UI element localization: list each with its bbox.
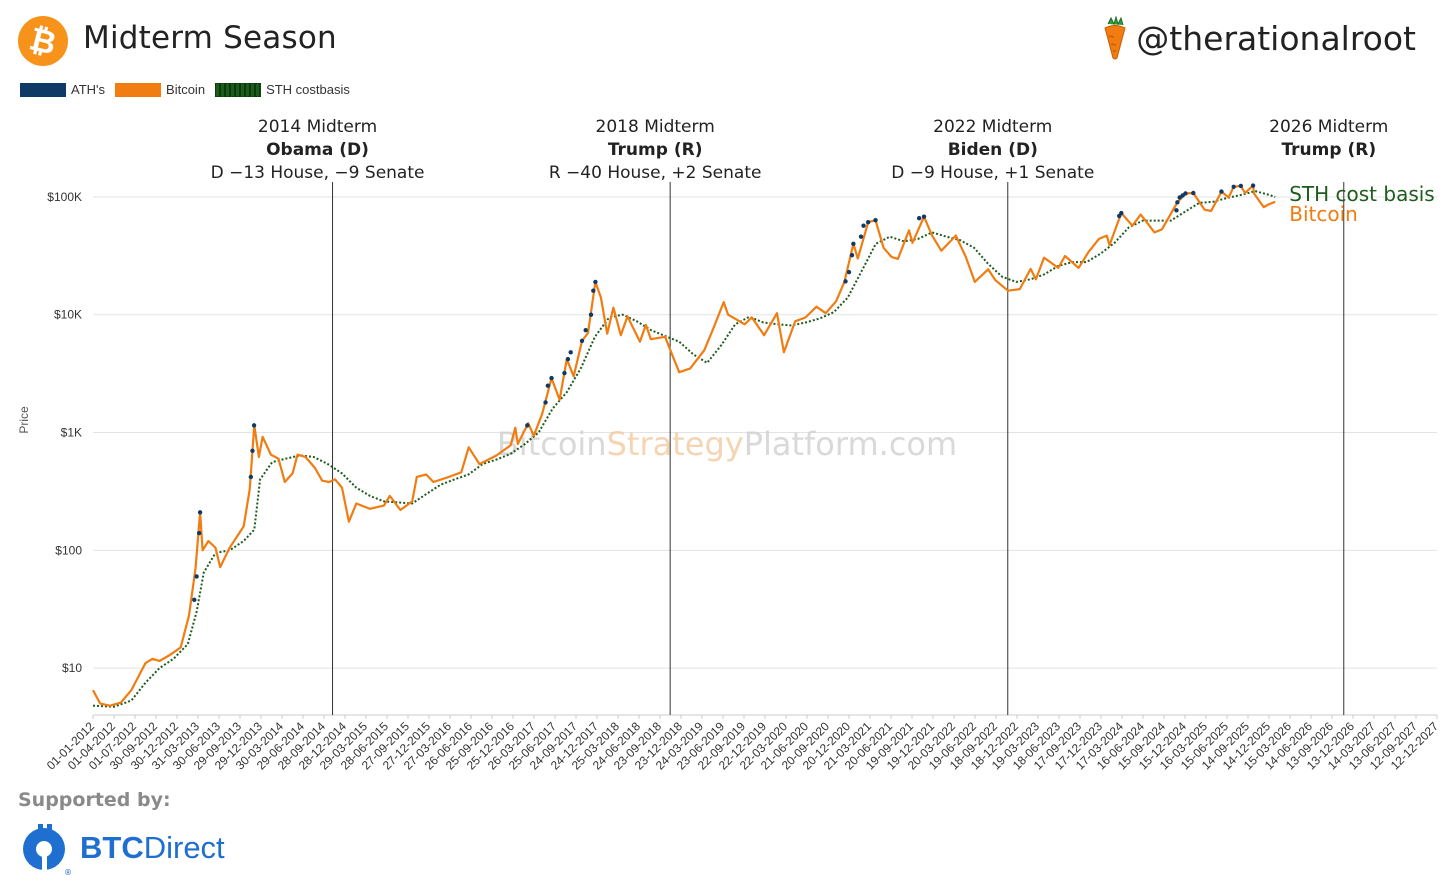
legend-item-ath[interactable]: ATH's [20,82,105,97]
ath-point [250,448,255,453]
ath-point [588,312,594,317]
y-tick-label: $100 [55,543,82,557]
midterm-title: 2014 Midterm [258,117,377,137]
ath-point [194,574,199,579]
midterm-title: 2022 Midterm [933,117,1052,137]
y-tick-label: $100K [47,190,82,204]
ath-point [1119,210,1124,216]
legend-swatch-sth [215,82,262,97]
ath-point [1231,184,1236,189]
ath-point [251,423,257,428]
ath-point [858,234,864,239]
sponsor-name: BTCDirect [80,830,225,866]
supported-by-label: Supported by: [18,789,171,811]
midterm-result: D −13 House, −9 Senate [211,163,425,183]
ath-point [843,279,848,284]
ath-point [583,327,588,333]
legend-label-bitcoin: Bitcoin [166,82,206,97]
ath-point [916,216,922,221]
ath-point [1174,208,1179,213]
legend-label-sth: STH costbasis [266,82,350,97]
ath-point [1250,183,1256,188]
sponsor-logo: ® BTCDirect [20,820,225,876]
ath-point [192,597,197,603]
legend-item-bitcoin[interactable]: Bitcoin [115,82,205,97]
ath-point [865,220,871,225]
bitcoin-price-line [92,184,1276,707]
midterm-chart: $10$100$1K$10K$100KPrice01-01-201201-04-… [17,117,1441,773]
ath-point [873,217,878,223]
midterm-title: 2026 Midterm [1269,117,1388,137]
legend-item-sth[interactable]: STH costbasis [215,82,350,97]
brand: @therationalroot [1102,16,1416,60]
ath-point [1191,190,1196,196]
midterm-president: Trump (R) [1281,140,1376,160]
ath-point [1183,191,1188,196]
legend-label-ath: ATH's [71,82,106,97]
ath-point [1238,183,1244,189]
watermark-part: Bitcoin [497,425,607,463]
y-axis-title: Price [17,406,31,434]
ath-point [248,474,254,480]
ath-point [568,350,573,355]
midterm-result: D −9 House, +1 Senate [891,163,1094,183]
watermark-part: Strategy [607,425,744,463]
ath-point [562,370,567,376]
legend-swatch-bitcoin [115,82,162,97]
bitcoin-end-label: Bitcoin [1289,202,1358,226]
ath-point [846,269,852,275]
ath-point [525,423,530,428]
y-tick-label: $10K [54,308,82,322]
watermark: BitcoinStrategyPlatform.com [497,425,957,463]
y-tick-label: $10 [62,661,82,675]
legend-swatch-ath [20,82,66,97]
y-tick-label: $1K [61,426,82,440]
sponsor-name-rest: Direct [143,830,225,865]
svg-text:®: ® [64,868,72,876]
midterm-result: R −40 House, +2 Senate [549,163,762,183]
midterm-title: 2018 Midterm [596,117,715,137]
carrot-icon [1104,16,1126,60]
midterm-president: Biden (D) [948,140,1038,160]
btc-direct-logo-icon: ® [23,824,72,876]
ath-point [1175,200,1180,205]
ath-point [565,356,571,362]
midterm-president: Trump (R) [608,140,703,160]
ath-point [851,241,856,247]
midterm-president: Obama (D) [266,140,369,160]
sponsor-name-bold: BTC [80,830,144,865]
watermark-part: Platform.com [744,425,957,463]
chart-legend: ATH's Bitcoin STH costbasis [20,82,360,97]
ath-point [545,383,551,388]
ath-point [543,400,548,405]
ath-point [591,288,596,293]
ath-point [861,223,866,228]
ath-point [579,338,585,344]
ath-point [593,279,598,285]
ath-point [196,530,202,536]
sth-end-label: STH cost basis [1289,182,1435,206]
ath-point [1219,189,1224,194]
ath-point [197,510,203,515]
ath-point [921,214,927,219]
ath-point [549,375,554,381]
page-title: Midterm Season [83,20,337,56]
bitcoin-icon: ₿ [18,16,68,66]
brand-handle: @therationalroot [1136,18,1416,58]
ath-point [849,253,855,258]
